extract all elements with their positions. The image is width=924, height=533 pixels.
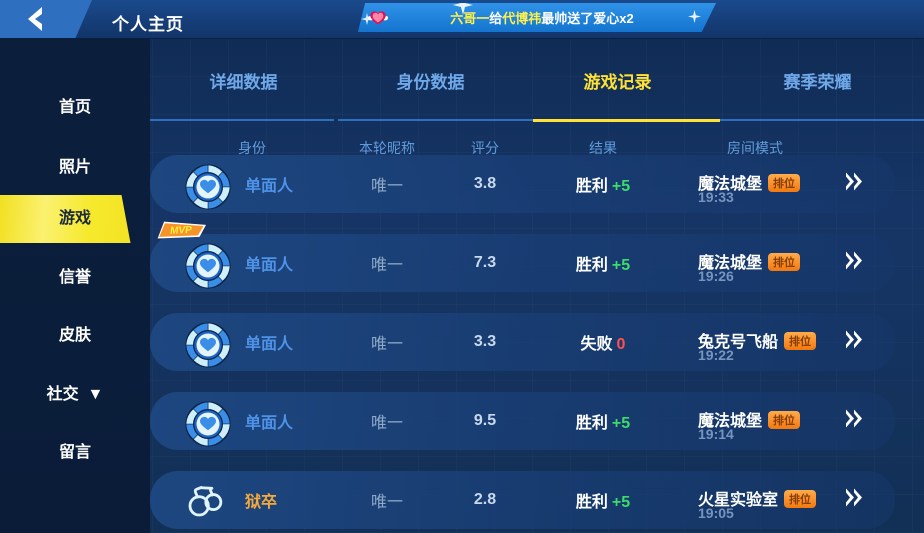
svg-text:MVP: MVP <box>170 225 193 237</box>
